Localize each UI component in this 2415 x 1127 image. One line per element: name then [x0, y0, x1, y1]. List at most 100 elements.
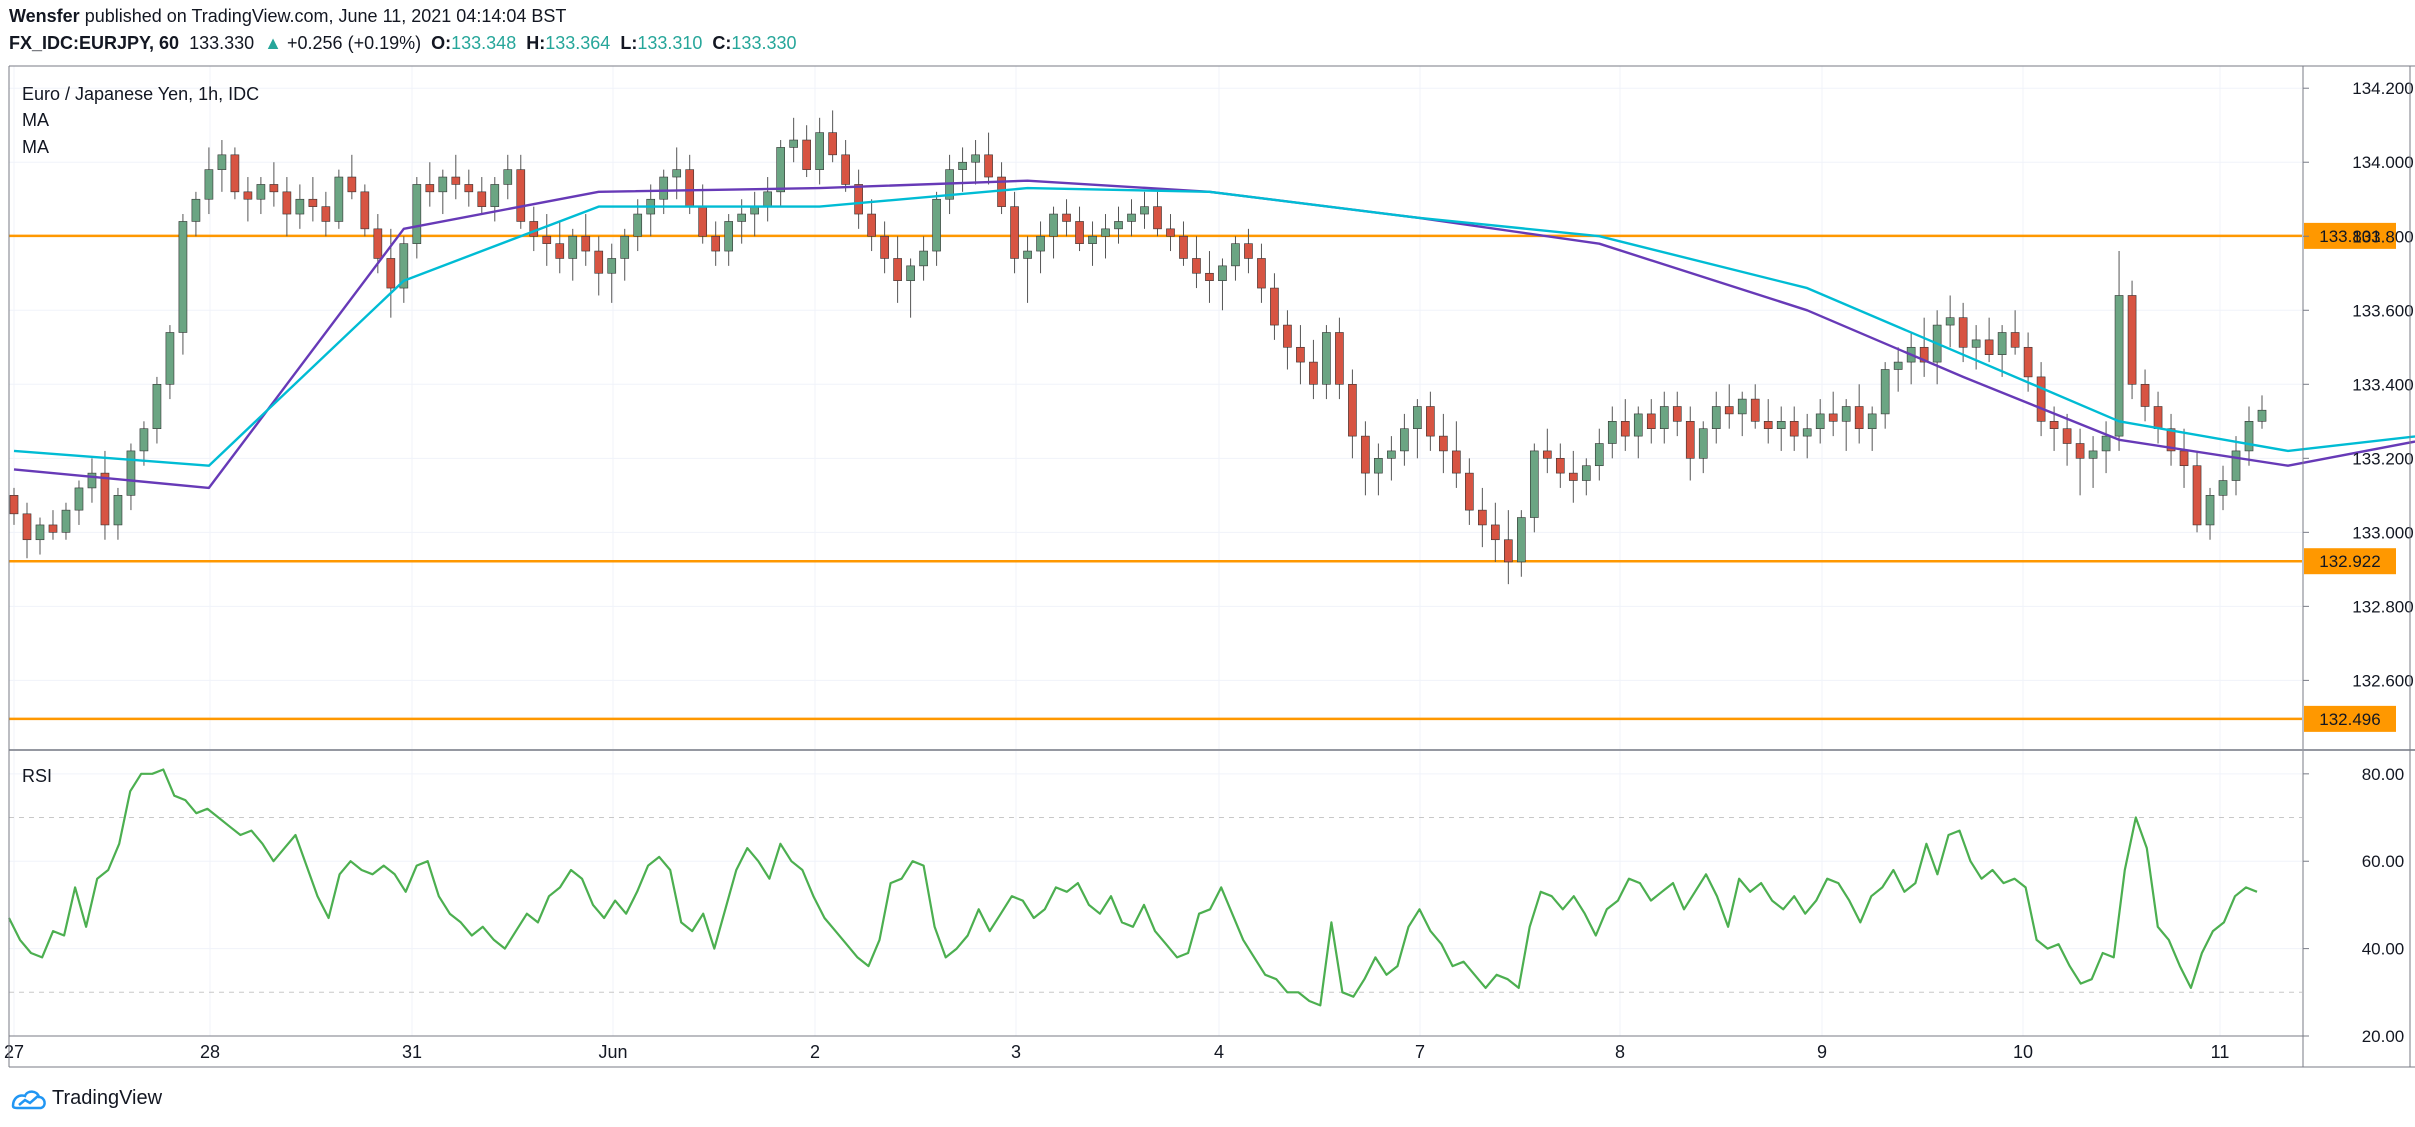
candle-body	[1607, 421, 1617, 444]
candle-body	[958, 161, 967, 170]
price-level-tag	[2304, 705, 2396, 732]
candle-body	[867, 213, 876, 237]
candle-body	[451, 176, 461, 185]
candle-body	[2023, 346, 2033, 378]
candle-body	[217, 154, 227, 170]
rsi-tick-label: 80.00	[2362, 765, 2405, 784]
candle-body	[1581, 465, 1591, 481]
close-value: 133.330	[731, 33, 797, 53]
time-tick-label: 8	[1615, 1042, 1625, 1062]
candle-body	[87, 472, 97, 489]
candle-body	[555, 243, 565, 259]
price-tick-label: 133.600	[2352, 301, 2413, 320]
candle-body	[1088, 235, 1097, 244]
candle-body	[2010, 332, 2020, 348]
candle-body	[399, 243, 409, 289]
candle-body	[48, 524, 58, 533]
candle-body	[1854, 406, 1864, 430]
candle-body	[2088, 450, 2098, 459]
candle-body	[2114, 295, 2124, 437]
moving-averages	[13, 179, 2415, 490]
low-value: 133.310	[637, 33, 703, 53]
candle-body	[1517, 517, 1526, 563]
candle-body	[880, 235, 889, 259]
candle-body	[1140, 206, 1149, 215]
open-label: O:	[431, 33, 452, 53]
candle-body	[1659, 406, 1669, 430]
candle-body	[1231, 243, 1240, 267]
candle-body	[1958, 317, 1968, 348]
candle-body	[2166, 428, 2176, 452]
up-arrow-icon: ▲	[264, 33, 282, 53]
candle-body	[308, 198, 318, 207]
price-tick-label: 133.000	[2352, 523, 2413, 542]
candle-body	[2205, 495, 2215, 526]
candle-body	[932, 198, 941, 252]
candle-body	[321, 206, 331, 222]
tradingview-brand[interactable]: TradingView	[52, 1087, 163, 1109]
candle-body	[152, 383, 162, 430]
candle-body	[464, 184, 474, 193]
candle-body	[2049, 421, 2059, 430]
candle-body	[178, 221, 188, 333]
candle-body	[165, 332, 175, 385]
candle-body	[815, 132, 824, 170]
time-tick-label: 10	[2013, 1042, 2033, 1062]
price-tick-label: 132.800	[2352, 597, 2413, 616]
candle-body	[971, 154, 980, 163]
open-value: 133.348	[451, 33, 517, 53]
candle-body	[1010, 206, 1019, 259]
candle-body	[685, 169, 695, 207]
price-level-label: 132.922	[2319, 552, 2380, 571]
ma-slow-line	[13, 186, 2415, 467]
candle-body	[35, 524, 45, 541]
time-tick-label: 3	[1011, 1042, 1021, 1062]
candle-body	[2101, 435, 2111, 452]
candle-body	[1296, 346, 1305, 363]
candle-body	[1919, 346, 1929, 363]
chart-canvas[interactable]: 133.801 132.922 132.496 134.200 134.000 133.…	[0, 62, 2415, 1072]
ma-label-2: MA	[22, 137, 49, 157]
candle-body	[2153, 406, 2163, 430]
candle-body	[1205, 272, 1214, 281]
candle-body	[2140, 383, 2150, 407]
candle-body	[1504, 539, 1513, 563]
rsi-tick-label: 40.00	[2362, 940, 2405, 959]
candle-body	[1945, 317, 1955, 326]
candle-body	[1036, 235, 1045, 252]
candle-body	[373, 228, 383, 259]
candle-body	[1439, 435, 1448, 452]
candle-body	[594, 250, 604, 274]
candle-body	[1880, 369, 1890, 415]
candle-body	[1789, 421, 1799, 437]
candle-body	[1802, 428, 1812, 437]
high-value: 133.364	[545, 33, 611, 53]
instrument-title: Euro / Japanese Yen, 1h, IDC	[22, 84, 259, 104]
candle-body	[2231, 450, 2241, 481]
ma-fast-line	[13, 179, 2415, 490]
candle-body	[256, 184, 266, 200]
candle-body	[672, 169, 682, 178]
candle-body	[633, 213, 643, 237]
author-name[interactable]: Wensfer	[9, 6, 80, 26]
price-level-label: 132.496	[2319, 710, 2380, 729]
candle-body	[1049, 213, 1058, 237]
candle-body	[620, 235, 630, 259]
candle-body	[1971, 339, 1981, 348]
candle-body	[1413, 406, 1422, 430]
candle-body	[191, 198, 201, 222]
candle-body	[724, 221, 734, 252]
candle-body	[1127, 213, 1136, 222]
candle-body	[74, 487, 84, 511]
candle-body	[1192, 258, 1201, 274]
candle-body	[503, 169, 513, 185]
candle-body	[1997, 332, 2007, 355]
candle-body	[1672, 406, 1682, 422]
time-tick-label: 27	[4, 1042, 24, 1062]
tradingview-logo-icon	[11, 1090, 46, 1110]
candle-body	[1491, 524, 1500, 541]
candle-body	[529, 221, 539, 237]
price-tick-label: 133.800	[2352, 227, 2413, 246]
candle-body	[1750, 398, 1760, 422]
candle-body	[1244, 243, 1253, 259]
